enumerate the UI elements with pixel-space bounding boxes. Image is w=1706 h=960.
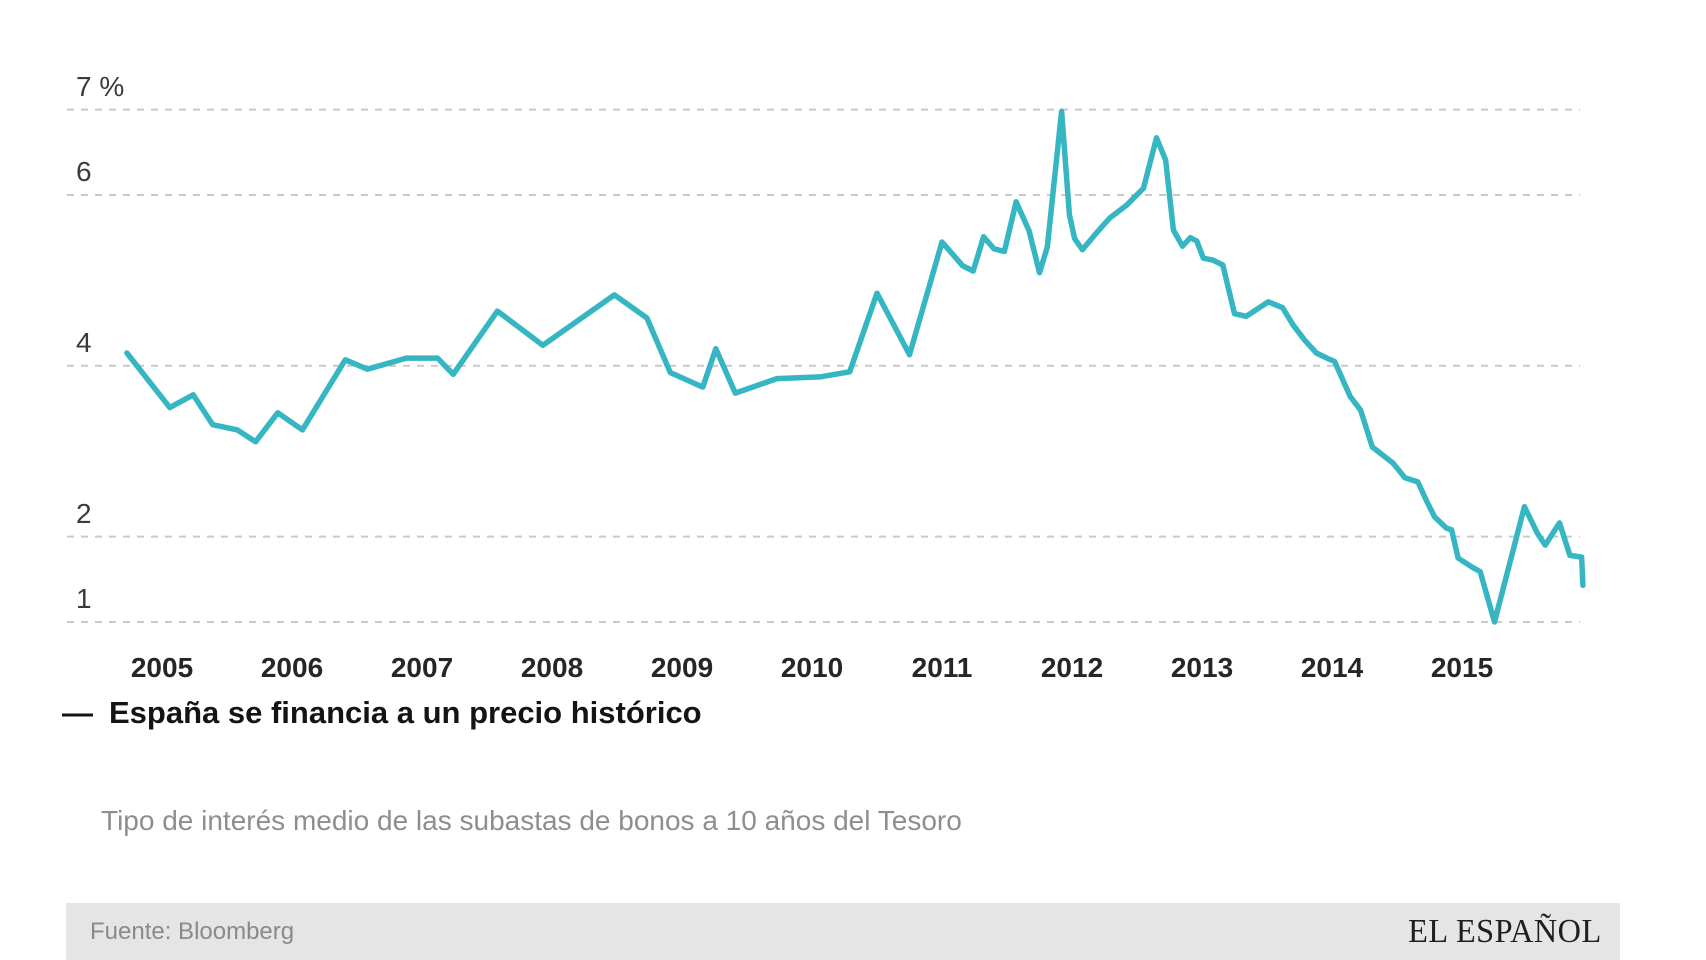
x-axis-label: 2015 xyxy=(1430,652,1494,683)
x-axis-label: 2012 xyxy=(1040,652,1104,683)
x-axis-label: 2013 xyxy=(1170,652,1234,683)
line-chart xyxy=(67,108,1586,625)
brand-logo: EL ESPAÑOL xyxy=(1408,912,1602,950)
footer-bar: Fuente: Bloomberg EL ESPAÑOL xyxy=(66,903,1620,960)
legend-line-marker: — xyxy=(62,695,93,730)
x-axis-label: 2005 xyxy=(130,652,194,683)
x-axis-label: 2008 xyxy=(520,652,584,683)
y-axis-label: 6 xyxy=(76,156,92,187)
x-axis-label: 2009 xyxy=(650,652,714,683)
y-axis-label: 7 % xyxy=(76,70,125,102)
x-axis-label: 2006 xyxy=(260,652,324,683)
x-axis-label: 2014 xyxy=(1300,652,1364,683)
source-text: Fuente: Bloomberg xyxy=(90,917,295,945)
chart-subtitle: Tipo de interés medio de las subastas de… xyxy=(101,805,962,836)
chart-legend: — España se financia a un precio históri… xyxy=(62,694,702,732)
x-axis-label: 2011 xyxy=(911,652,973,683)
x-axis-label: 2010 xyxy=(780,652,844,683)
y-axis-label: 2 xyxy=(76,497,92,529)
x-axis-label: 2007 xyxy=(390,652,454,683)
chart-title: España se financia a un precio histórico xyxy=(109,695,702,730)
y-axis-label: 4 xyxy=(76,326,92,358)
y-axis-label: 1 xyxy=(76,583,92,614)
data-line-series xyxy=(124,108,1586,625)
